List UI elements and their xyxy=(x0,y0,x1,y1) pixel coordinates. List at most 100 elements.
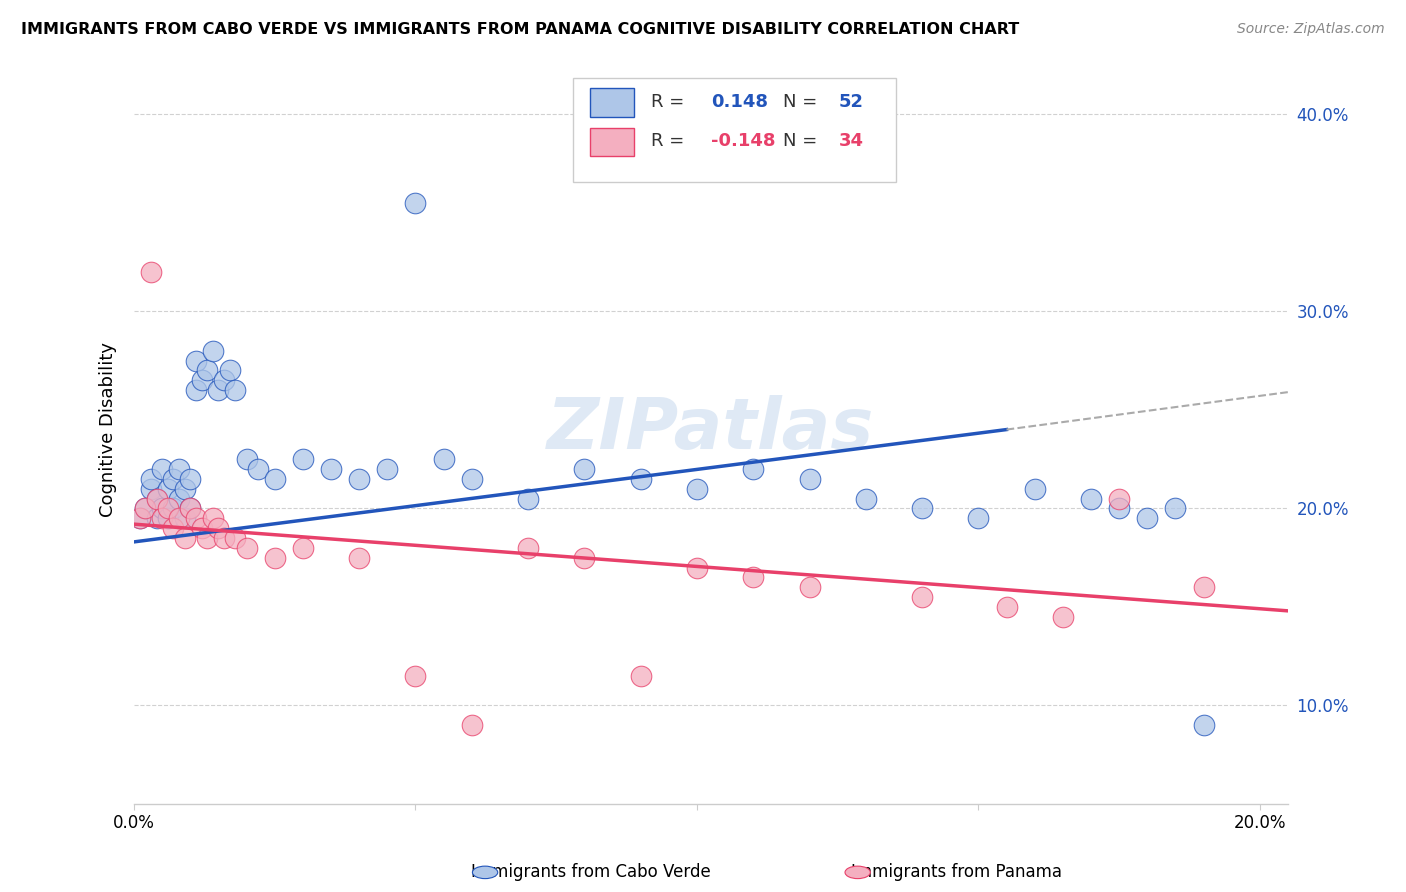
Point xyxy=(1136,511,1159,525)
Point xyxy=(173,531,195,545)
Point xyxy=(461,472,484,486)
Text: R =: R = xyxy=(651,94,690,112)
Text: IMMIGRANTS FROM CABO VERDE VS IMMIGRANTS FROM PANAMA COGNITIVE DISABILITY CORREL: IMMIGRANTS FROM CABO VERDE VS IMMIGRANTS… xyxy=(21,22,1019,37)
Point xyxy=(212,373,235,387)
Point xyxy=(173,511,195,525)
Text: Immigrants from Cabo Verde: Immigrants from Cabo Verde xyxy=(471,863,710,881)
Point xyxy=(1192,718,1215,732)
Point xyxy=(855,491,877,506)
Point xyxy=(235,541,257,555)
Point xyxy=(190,521,212,535)
Point xyxy=(184,383,207,397)
Point xyxy=(246,462,269,476)
Point xyxy=(212,531,235,545)
Point xyxy=(224,531,246,545)
Point xyxy=(128,511,150,525)
Point xyxy=(1108,501,1130,516)
Point xyxy=(150,511,173,525)
Point xyxy=(162,501,184,516)
Point xyxy=(347,472,370,486)
Y-axis label: Cognitive Disability: Cognitive Disability xyxy=(100,342,117,517)
Text: N =: N = xyxy=(783,94,823,112)
Point xyxy=(162,521,184,535)
Point xyxy=(574,462,596,476)
Point xyxy=(1080,491,1102,506)
Point xyxy=(1164,501,1187,516)
Point xyxy=(405,196,427,211)
Point xyxy=(517,491,540,506)
Point xyxy=(799,580,821,594)
Point xyxy=(195,363,218,377)
Point xyxy=(134,501,156,516)
Point xyxy=(291,541,314,555)
Point xyxy=(347,550,370,565)
Text: N =: N = xyxy=(783,132,823,150)
Point xyxy=(145,491,167,506)
Text: Source: ZipAtlas.com: Source: ZipAtlas.com xyxy=(1237,22,1385,37)
Point xyxy=(375,462,398,476)
Point xyxy=(179,501,201,516)
Point xyxy=(517,541,540,555)
Text: ZIPatlas: ZIPatlas xyxy=(547,395,875,464)
Point xyxy=(150,462,173,476)
Point xyxy=(630,669,652,683)
Point xyxy=(742,570,765,584)
Point xyxy=(128,511,150,525)
Point xyxy=(686,482,709,496)
Point xyxy=(799,472,821,486)
Text: 34: 34 xyxy=(839,132,865,150)
Point xyxy=(263,472,285,486)
Point xyxy=(184,511,207,525)
Point xyxy=(686,560,709,574)
Point xyxy=(201,511,224,525)
Point xyxy=(201,343,224,358)
Point xyxy=(156,501,179,516)
Point xyxy=(179,501,201,516)
Point xyxy=(167,511,190,525)
Point xyxy=(911,501,934,516)
Point xyxy=(630,472,652,486)
Point xyxy=(967,511,990,525)
Point xyxy=(195,531,218,545)
Point xyxy=(145,511,167,525)
Point xyxy=(167,462,190,476)
Text: 0.148: 0.148 xyxy=(711,94,768,112)
Point xyxy=(150,501,173,516)
Text: R =: R = xyxy=(651,132,690,150)
Point xyxy=(433,452,456,467)
Point xyxy=(911,590,934,604)
Point xyxy=(263,550,285,565)
Point xyxy=(995,599,1018,614)
Point xyxy=(167,491,190,506)
Point xyxy=(742,462,765,476)
Point xyxy=(1052,609,1074,624)
FancyBboxPatch shape xyxy=(591,128,634,156)
Point xyxy=(139,265,162,279)
Point xyxy=(139,482,162,496)
Point xyxy=(145,491,167,506)
Point xyxy=(207,521,229,535)
Point xyxy=(235,452,257,467)
Point xyxy=(461,718,484,732)
Point xyxy=(139,472,162,486)
Point xyxy=(291,452,314,467)
Point xyxy=(207,383,229,397)
Point xyxy=(190,373,212,387)
Point xyxy=(224,383,246,397)
FancyBboxPatch shape xyxy=(591,88,634,117)
Point xyxy=(1192,580,1215,594)
Point xyxy=(173,482,195,496)
Point xyxy=(179,472,201,486)
Point xyxy=(184,353,207,368)
Point xyxy=(319,462,342,476)
Text: 52: 52 xyxy=(839,94,865,112)
Point xyxy=(134,501,156,516)
Point xyxy=(1024,482,1046,496)
Point xyxy=(1108,491,1130,506)
Point xyxy=(162,472,184,486)
Point xyxy=(156,482,179,496)
Point xyxy=(574,550,596,565)
FancyBboxPatch shape xyxy=(572,78,896,183)
Point xyxy=(405,669,427,683)
Text: Immigrants from Panama: Immigrants from Panama xyxy=(851,863,1062,881)
